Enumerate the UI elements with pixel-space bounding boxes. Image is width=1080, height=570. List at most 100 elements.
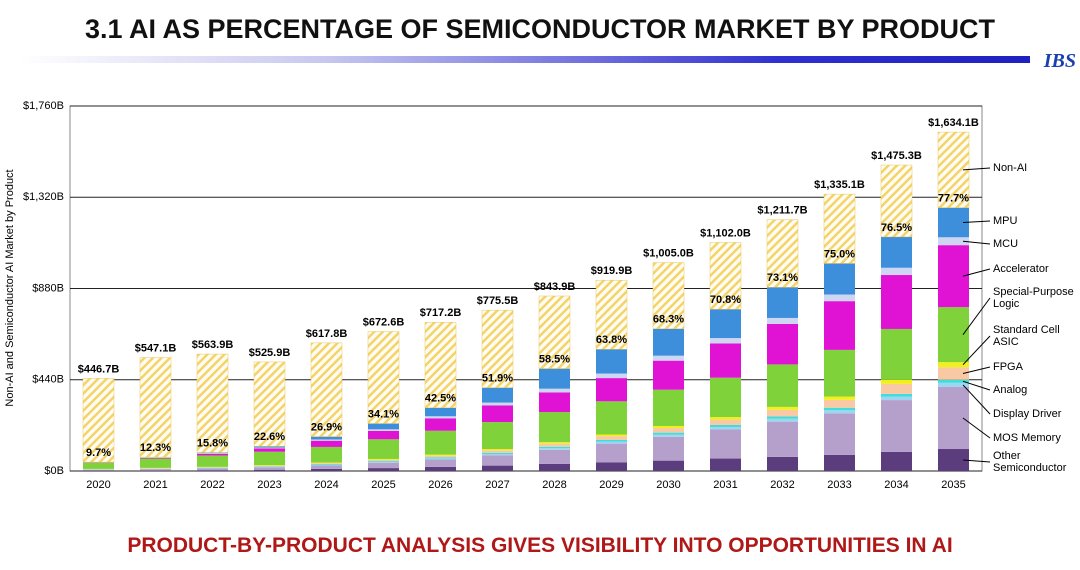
y-axis-label: Non-AI and Semiconductor AI Market by Pr…	[4, 169, 16, 406]
bar-segment	[425, 430, 456, 455]
bar-segment	[254, 448, 285, 452]
bar-segment	[539, 368, 570, 389]
bar-segment	[368, 468, 399, 471]
bar-segment	[538, 295, 571, 369]
bar-segment	[653, 434, 684, 437]
bar-segment	[425, 407, 456, 417]
bar-segment	[767, 364, 798, 407]
bar-segment	[139, 357, 172, 458]
bar-segment	[881, 267, 912, 276]
ai-share-label: 63.8%	[596, 334, 627, 346]
bar-segment	[254, 465, 285, 467]
bar-segment	[710, 429, 741, 459]
y-tick-label: $1,320B	[23, 191, 64, 203]
bar-segment	[539, 448, 570, 450]
bar-segment	[710, 417, 741, 420]
x-tick-label: 2028	[542, 479, 566, 491]
bar-segment	[824, 413, 855, 455]
bar-segment	[368, 458, 399, 460]
ai-share-label: 34.1%	[368, 408, 399, 420]
bar-segment	[653, 460, 684, 471]
bar-segment	[140, 458, 171, 468]
bar-segment	[482, 465, 513, 471]
bar-segment	[368, 459, 399, 462]
bar-segment	[596, 349, 627, 374]
bar-segment	[481, 309, 514, 388]
bar-segment	[482, 402, 513, 406]
total-label: $617.8B	[306, 328, 348, 340]
bar-segment	[539, 446, 570, 449]
bar-segment	[425, 458, 456, 460]
y-tick-label: $880B	[32, 282, 64, 294]
bar-segment	[595, 279, 628, 350]
bar-segment	[482, 452, 513, 454]
x-tick-label: 2027	[485, 479, 509, 491]
bar-segment	[254, 465, 285, 466]
total-label: $563.9B	[192, 339, 234, 351]
bar-segment	[424, 322, 457, 408]
bar-segment	[710, 377, 741, 418]
x-tick-label: 2034	[884, 479, 908, 491]
bar-segment	[881, 328, 912, 380]
bar-segment	[197, 470, 228, 471]
bar-segment	[311, 436, 342, 440]
bar-segment	[881, 400, 912, 452]
bar-segment	[653, 328, 684, 356]
legend-label: Accelerator	[993, 263, 1049, 275]
bar-segment	[197, 453, 228, 456]
y-tick-label: $440B	[32, 374, 64, 386]
ai-share-label: 22.6%	[254, 431, 285, 443]
x-tick-label: 2035	[941, 479, 965, 491]
bar-segment	[653, 428, 684, 433]
total-label: $1,102.0B	[700, 227, 751, 239]
bar-segment	[824, 399, 855, 408]
bar-segment	[254, 451, 285, 466]
bar-segment	[539, 443, 570, 447]
bar-segment	[539, 412, 570, 443]
bar-segment	[653, 432, 684, 435]
total-label: $525.9B	[249, 347, 291, 359]
logo: IBS	[1043, 50, 1076, 72]
title-rule	[20, 56, 1030, 63]
x-tick-label: 2020	[86, 479, 110, 491]
bar-segment	[824, 263, 855, 295]
bar-segment	[482, 387, 513, 403]
total-label: $446.7B	[78, 363, 120, 375]
total-label: $1,211.7B	[757, 205, 807, 217]
bar-segment	[539, 388, 570, 393]
legend-pointer	[962, 366, 991, 375]
bar-segment	[710, 424, 741, 428]
legend-pointer	[962, 459, 991, 463]
bar-segment	[767, 406, 798, 410]
bar-segment	[368, 429, 399, 431]
bar-segment	[254, 467, 285, 470]
bar-segment	[539, 442, 570, 444]
bar-segment	[710, 343, 741, 378]
bar-segment	[311, 463, 342, 464]
bar-segment	[367, 331, 400, 424]
total-label: $1,634.1B	[928, 117, 979, 129]
ai-share-label: 42.5%	[425, 393, 456, 405]
bar-segment	[881, 275, 912, 329]
x-tick-label: 2023	[257, 479, 281, 491]
bar-segment	[710, 338, 741, 344]
bar-segment	[197, 455, 228, 467]
bar-segment	[140, 457, 171, 459]
bar-segment	[368, 430, 399, 440]
x-tick-label: 2032	[770, 479, 794, 491]
legend-label: Non-AI	[993, 162, 1028, 174]
bar-segment	[881, 383, 912, 394]
ai-share-label: 9.7%	[86, 447, 111, 459]
legend-label: MCU	[993, 238, 1019, 250]
bar-segment	[880, 164, 913, 238]
bar-segment	[652, 262, 685, 329]
bar-segment	[425, 459, 456, 467]
total-label: $672.6B	[363, 316, 405, 328]
x-tick-label: 2021	[143, 479, 167, 491]
legend-pointer	[962, 240, 991, 245]
bar-segment	[482, 450, 513, 453]
x-tick-label: 2031	[713, 479, 737, 491]
bar-segment	[425, 454, 456, 456]
bar-segment	[596, 462, 627, 471]
